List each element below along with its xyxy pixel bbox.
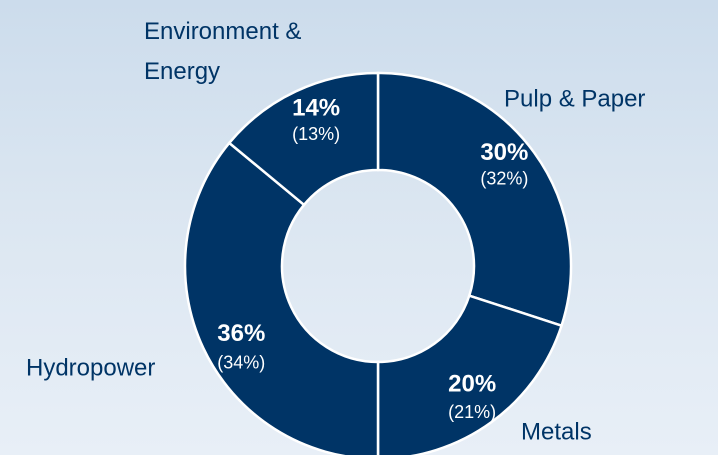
category-label-metals: Metals <box>521 418 592 445</box>
pct-label-pulp-and-paper: 30% <box>480 139 528 166</box>
slice-pulp-and-paper <box>376 71 573 328</box>
prev-pct-label-hydropower: (34%) <box>217 353 265 373</box>
pct-label-hydropower: 36% <box>217 320 265 347</box>
category-label-line: Energy <box>144 58 220 85</box>
slice-metals <box>376 294 564 455</box>
category-label-line: Environment & <box>144 18 301 45</box>
prev-pct-label-metals: (21%) <box>448 402 496 422</box>
slice-hydropower <box>183 141 380 455</box>
pct-label-metals: 20% <box>448 371 496 398</box>
category-label-environment-and-energy: Environment & Energy <box>144 18 301 85</box>
slice-environment-and-energy <box>227 71 380 207</box>
prev-pct-label-pulp-and-paper: (32%) <box>480 169 528 189</box>
pct-label-environment-and-energy: 14% <box>292 95 340 122</box>
category-label-hydropower: Hydropower <box>26 354 155 381</box>
prev-pct-label-environment-and-energy: (13%) <box>292 124 340 144</box>
category-label-pulp-and-paper: Pulp & Paper <box>504 85 645 112</box>
